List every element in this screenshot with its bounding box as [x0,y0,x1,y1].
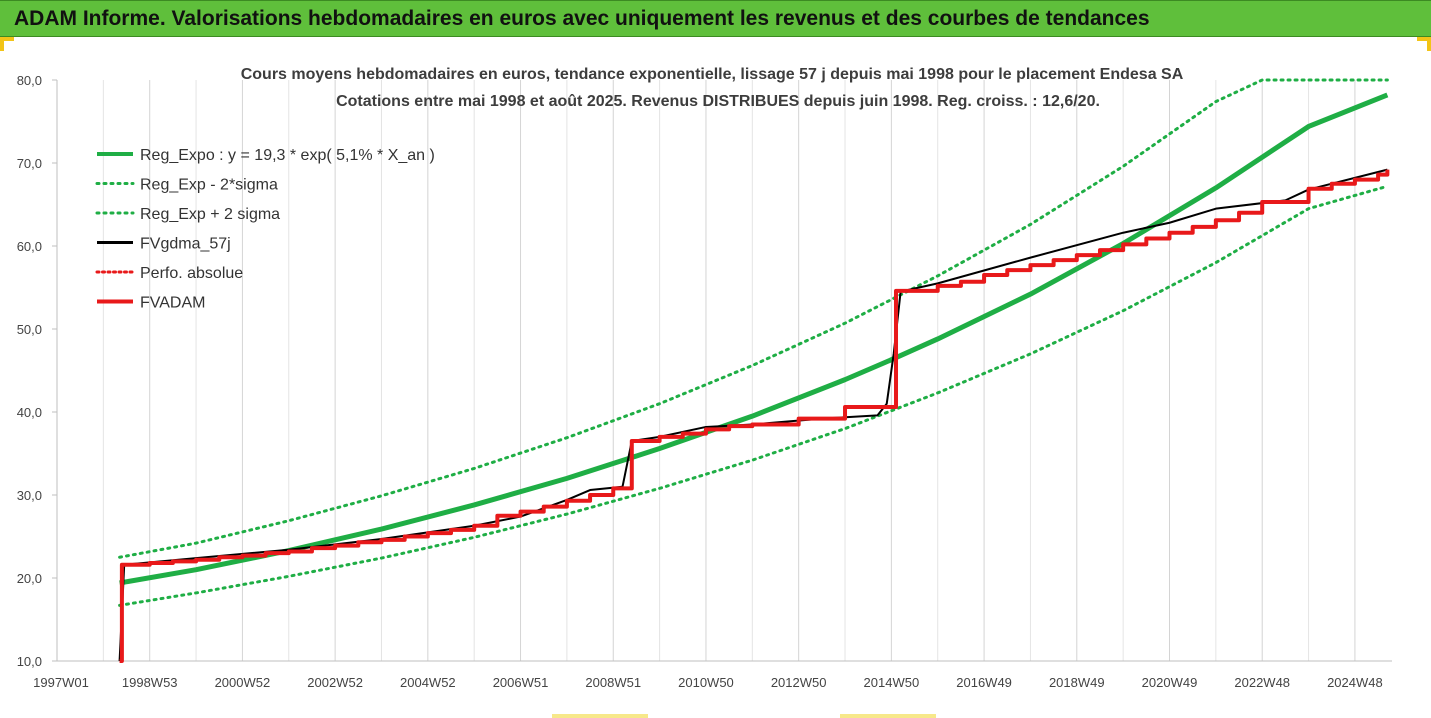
report-banner: ADAM Informe. Valorisations hebdomadaire… [0,0,1431,37]
x-tick-label: 2018W49 [1049,675,1105,690]
x-tick-label: 2002W52 [307,675,363,690]
axis-layer: 1997W01 1998W53 2000W52 2002W52 2004W52 2006W… [17,73,1392,690]
y-tick-label: 40,0 [17,405,42,420]
legend-label-4: Perfo. absolue [140,265,243,282]
y-tick-label: 70,0 [17,156,42,171]
chart-legend: Reg_Expo : y = 19,3 * exp( 5,1% * X_an )… [95,147,435,312]
x-tick-label: 2000W52 [215,675,271,690]
series-layer [118,78,1390,663]
series-line-5 [119,169,1390,663]
x-tick-label: 2012W50 [771,675,827,690]
chart-subtitle: Cotations entre mai 1998 et août 2025. R… [336,93,1100,110]
series-line-0 [119,92,1389,586]
x-tick-label: 1997W01 [33,675,89,690]
legend-label-1: Reg_Exp - 2*sigma [140,177,278,194]
footer-tab-2 [840,714,936,718]
y-tick-label: 50,0 [17,322,42,337]
series-line-2 [118,78,1389,559]
x-tick-label: 2008W51 [585,675,641,690]
x-tick-label: 2024W48 [1327,675,1383,690]
corner-marker-left [0,37,14,41]
chart-svg: 1997W01 1998W53 2000W52 2002W52 2004W52 2006W… [17,66,1392,690]
grid-layer [56,80,1356,661]
x-tick-label: 2006W51 [493,675,549,690]
x-tick-label: 2014W50 [864,675,920,690]
chart-area: 1997W01 1998W53 2000W52 2002W52 2004W52 2006W… [0,37,1431,718]
y-tick-label: 20,0 [17,571,42,586]
x-tick-label: 2020W49 [1142,675,1198,690]
y-tick-label: 30,0 [17,488,42,503]
legend-label-5: FVADAM [140,295,205,312]
report-title: ADAM Informe. Valorisations hebdomadaire… [14,7,1150,30]
footer-tab-1 [552,714,648,718]
chart-title: Cours moyens hebdomadaires en euros, ten… [241,66,1184,83]
y-tick-label: 10,0 [17,654,42,669]
y-tick-label: 80,0 [17,73,42,88]
legend-label-3: FVgdma_57j [140,236,231,253]
x-tick-label: 2022W48 [1234,675,1290,690]
corner-marker-right [1417,37,1431,41]
x-tick-label: 2004W52 [400,675,456,690]
series-line-1 [118,184,1389,607]
y-tick-label: 60,0 [17,239,42,254]
corner-marker-left-v [0,37,4,51]
legend-label-2: Reg_Exp + 2 sigma [140,206,280,223]
x-tick-label: 1998W53 [122,675,178,690]
x-tick-label: 2010W50 [678,675,734,690]
corner-marker-right-v [1427,37,1431,51]
x-tick-label: 2016W49 [956,675,1012,690]
legend-label-0: Reg_Expo : y = 19,3 * exp( 5,1% * X_an ) [140,147,435,164]
